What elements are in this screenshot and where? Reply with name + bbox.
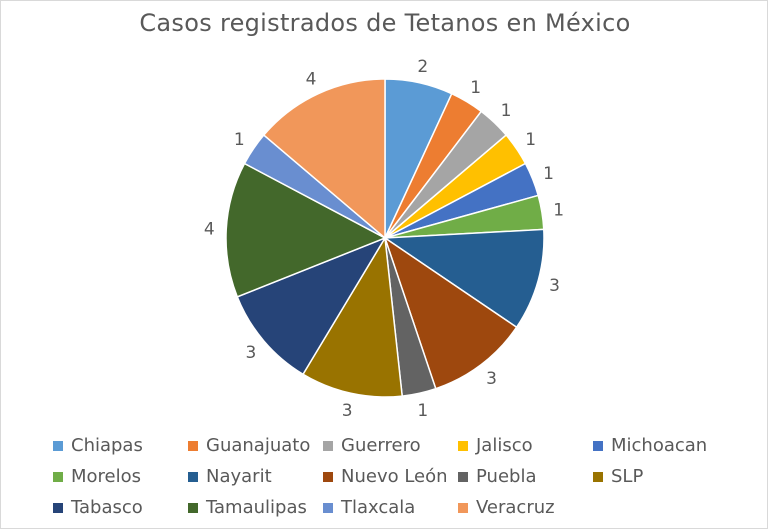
legend-swatch [593,440,603,451]
data-label: 1 [470,78,481,98]
data-label: 4 [204,220,215,240]
pie-slice [262,78,386,240]
data-label: 1 [553,201,564,221]
legend-item: Nayarit [188,466,272,487]
legend-swatch [188,471,198,482]
legend-label: Chiapas [71,435,143,456]
legend-label: Tamaulipas [206,497,307,518]
data-label: 2 [417,57,428,77]
legend-item: Nuevo León [323,466,448,487]
data-label: 3 [549,276,560,296]
legend-swatch [458,471,468,482]
legend-swatch [323,471,333,482]
chart-title: Casos registrados de Tetanos en México [139,9,631,37]
data-label: 3 [245,343,256,363]
pie-slice [383,236,518,390]
legend-label: Michoacan [611,435,708,456]
data-label: 1 [234,130,245,150]
legend-label: Veracruz [476,497,555,518]
legend-swatch [53,440,63,451]
legend-item: Morelos [53,466,141,487]
legend-item: Tabasco [53,497,143,518]
pie-slice [382,228,545,329]
legend-item: Michoacan [593,435,707,456]
legend-swatch [323,502,333,513]
legend-label: Tlaxcala [341,497,416,518]
legend-label: Nayarit [206,466,272,487]
data-label: 1 [501,101,512,121]
legend-label: Jalisco [476,435,533,456]
legend-swatch [188,440,198,451]
legend-swatch [458,502,468,513]
pie-slice [225,162,387,298]
pie-slice [302,235,404,398]
legend-item: Tamaulipas [188,497,307,518]
legend-swatch [188,502,198,513]
data-label: 3 [486,369,497,389]
legend-swatch [323,440,333,451]
legend-item: Guanajuato [188,435,310,456]
data-label: 1 [525,130,536,150]
legend-label: Morelos [71,466,142,487]
legend-swatch [593,471,603,482]
legend-label: Nuevo León [341,466,448,487]
legend-item: SLP [593,466,643,487]
legend-item: Jalisco [458,435,533,456]
pie-slice [236,236,387,376]
legend-label: Guerrero [341,435,421,456]
data-label: 1 [417,401,428,421]
legend-item: Guerrero [323,435,421,456]
legend-label: SLP [611,466,644,487]
legend-swatch [458,440,468,451]
legend-label: Puebla [476,466,537,487]
legend-item: Chiapas [53,435,143,456]
data-label: 3 [342,401,353,421]
legend-item: Puebla [458,466,536,487]
legend-swatch [53,502,63,513]
legend-label: Guanajuato [206,435,311,456]
data-label: 4 [306,69,317,89]
legend-swatch [53,471,63,482]
legend-item: Tlaxcala [323,497,415,518]
legend-item: Veracruz [458,497,555,518]
data-label: 1 [543,164,554,184]
legend-label: Tabasco [71,497,143,518]
